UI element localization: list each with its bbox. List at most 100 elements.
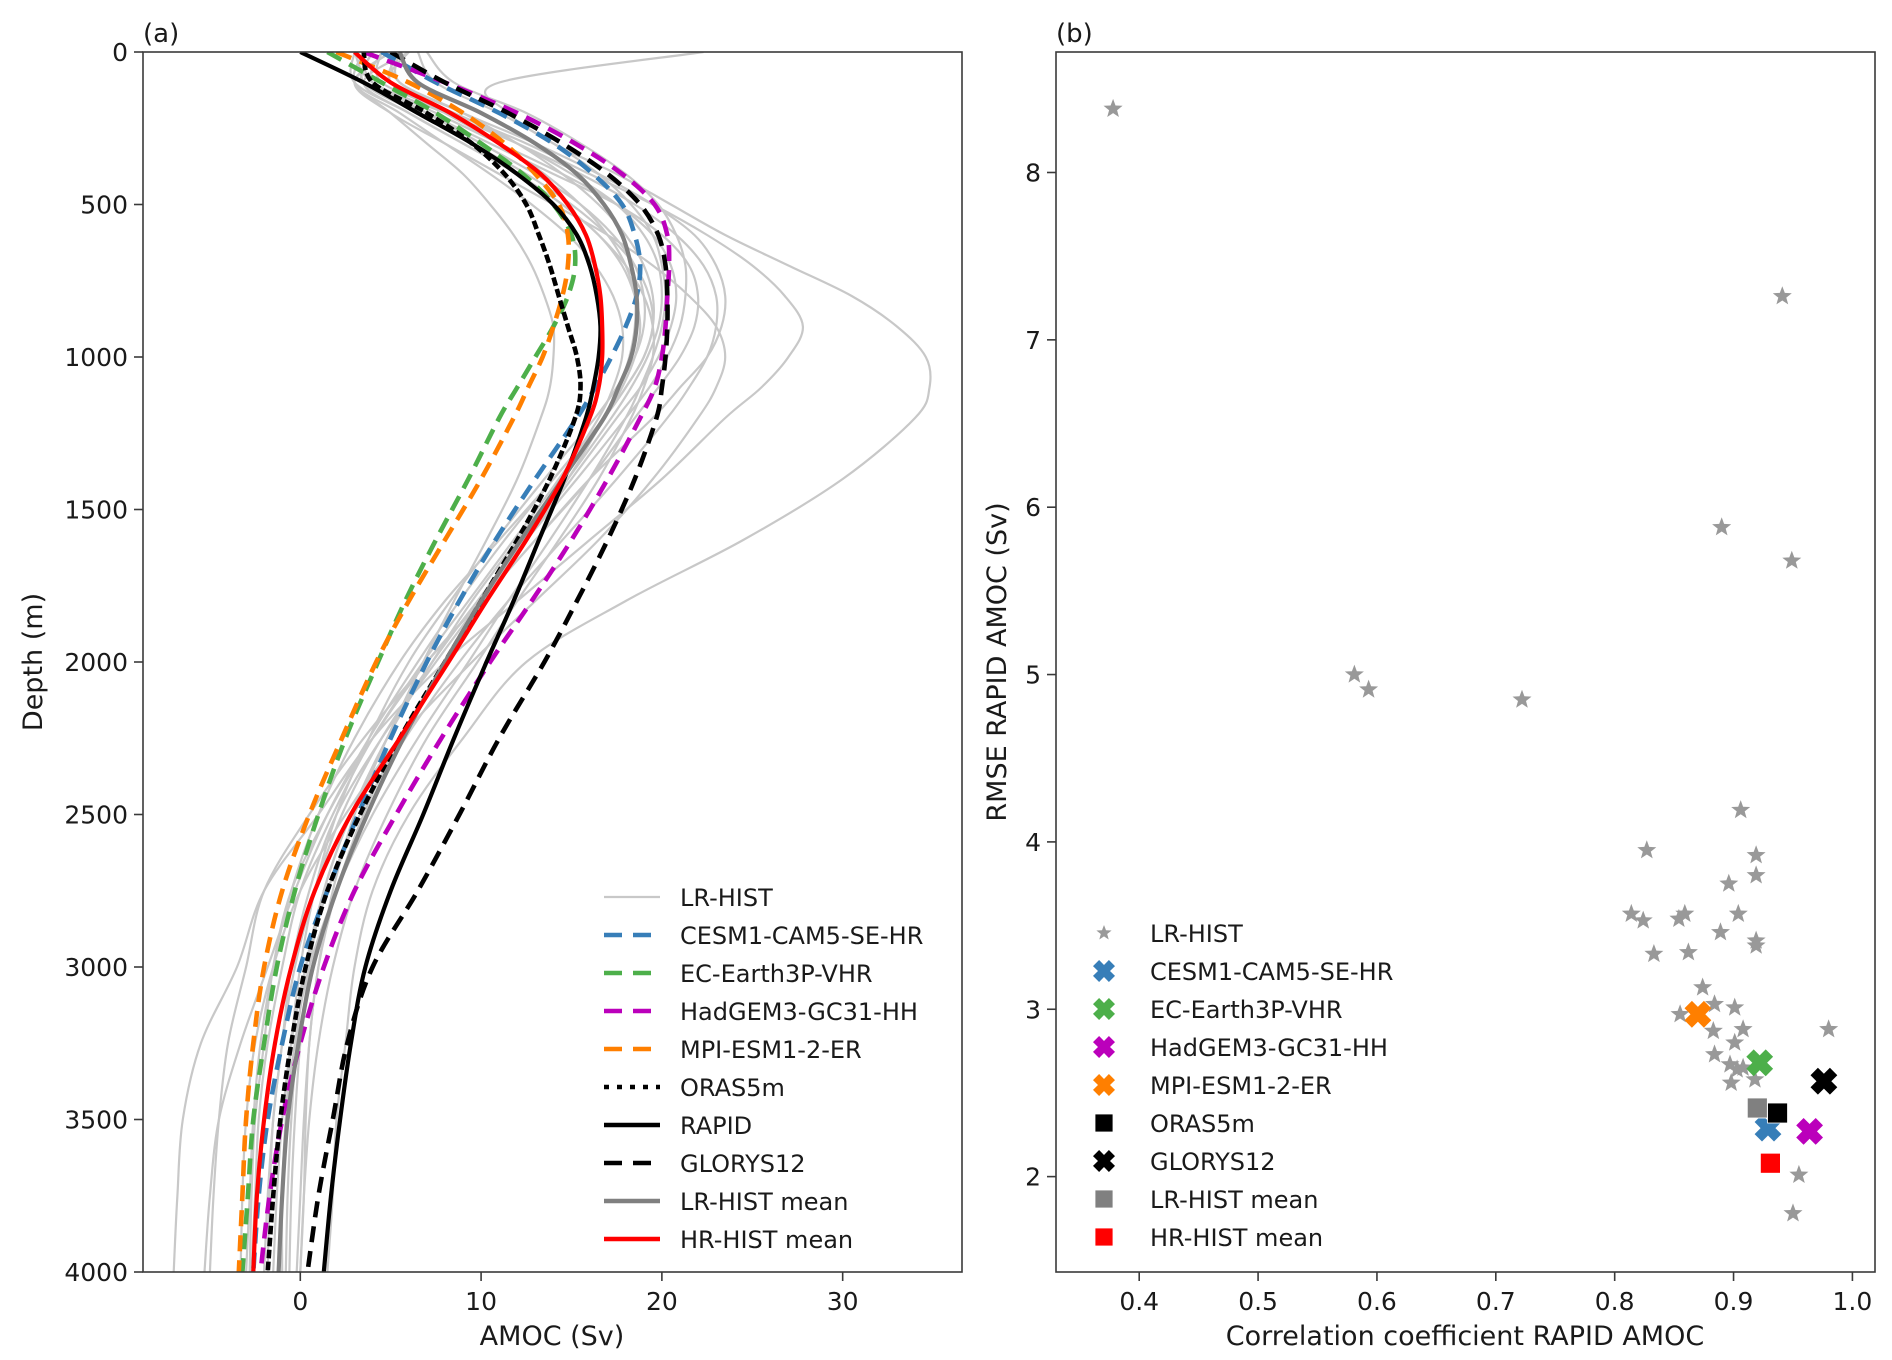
legend-marker-swatch — [1094, 1113, 1114, 1133]
y-tick-label: 4 — [1025, 828, 1041, 857]
y-tick-label: 8 — [1025, 158, 1041, 187]
point-lr-hist — [1731, 800, 1751, 819]
legend-item-mpi-esm1-2-er: MPI-ESM1-2-ER — [1093, 1072, 1332, 1100]
legend-item-lr-hist-mean: LR-HIST mean — [1094, 1186, 1318, 1214]
legend-item-oras5m: ORAS5m — [1094, 1110, 1255, 1138]
point-lr-hist — [1721, 1072, 1741, 1091]
y-tick-label: 2500 — [64, 801, 128, 830]
legend-item-rapid: RAPID — [604, 1112, 752, 1140]
model-series-lines — [236, 52, 672, 1272]
legend-label: EC-Earth3P-VHR — [1150, 996, 1343, 1024]
point-lr-hist — [1670, 1004, 1690, 1023]
y-tick-label: 2 — [1025, 1163, 1041, 1192]
y-tick-label: 2000 — [64, 648, 128, 677]
x-tick-label: 0.7 — [1476, 1287, 1516, 1316]
point-lr-hist — [1745, 1069, 1765, 1088]
y-tick-label: 1000 — [64, 343, 128, 372]
point-lr-hist — [1733, 1019, 1753, 1038]
x-tick-label: 0.6 — [1357, 1287, 1397, 1316]
y-tick-label: 3 — [1025, 995, 1041, 1024]
point-lr-hist — [1746, 845, 1766, 864]
point-lr-hist — [1720, 1054, 1740, 1073]
point-mpi-esm1-2-er — [1684, 1000, 1712, 1028]
panel-a-x-axis-label: AMOC (Sv) — [480, 1321, 625, 1352]
point-lr-hist — [1103, 98, 1123, 117]
panel-a-label: (a) — [143, 19, 179, 49]
point-lr-hist — [1621, 903, 1641, 922]
panel-a-x-ticks: 0 10 20 30 — [292, 1272, 859, 1316]
legend-item-ec-earth3p-vhr: EC-Earth3P-VHR — [604, 960, 873, 988]
panel-a-amoc-profiles: (a) 0 10 20 30 0 500 1000 1500 2000 2500 3000 3500… — [18, 19, 963, 1352]
legend-item-lr-hist: LR-HIST — [1096, 920, 1243, 948]
point-lr-hist — [1644, 944, 1664, 963]
point-lr-hist-mean — [1746, 1097, 1768, 1119]
y-tick-label: 7 — [1025, 326, 1041, 355]
panel-b-x-ticks: 0.4 0.5 0.6 0.7 0.8 0.9 1.0 — [1119, 1272, 1872, 1316]
lr-hist-member-line — [299, 52, 656, 1272]
legend-label: HadGEM3-GC31-HH — [1150, 1034, 1388, 1062]
point-lr-hist — [1703, 1021, 1723, 1040]
legend-marker-swatch — [1096, 925, 1112, 940]
legend-label: CESM1-CAM5-SE-HR — [1150, 958, 1393, 986]
point-lr-hist — [1725, 1032, 1745, 1051]
y-tick-label: 4000 — [64, 1258, 128, 1287]
x-tick-label: 0 — [292, 1287, 308, 1316]
legend-item-glorys12: GLORYS12 — [1093, 1148, 1276, 1176]
point-lr-hist — [1678, 942, 1698, 961]
legend-item-hr-hist-mean: HR-HIST mean — [604, 1226, 853, 1254]
legend-marker-swatch — [1093, 998, 1115, 1020]
series-line-oras5m — [265, 52, 583, 1272]
legend-marker-swatch — [1093, 1150, 1115, 1172]
y-tick-label: 6 — [1025, 493, 1041, 522]
legend-marker-swatch — [1093, 1074, 1115, 1096]
series-line-ec-earth3p-vhr — [240, 52, 578, 1272]
point-lr-hist — [1693, 977, 1713, 996]
panel-b-y-axis-label: RMSE RAPID AMOC (Sv) — [982, 502, 1013, 821]
legend-item-hadgem3-gc31-hh: HadGEM3-GC31-HH — [1093, 1034, 1388, 1062]
point-lr-hist — [1705, 994, 1724, 1013]
panel-b-legend: LR-HIST CESM1-CAM5-SE-HR EC-Earth3P-VHR Had… — [1093, 920, 1393, 1252]
legend-marker-swatch — [1093, 960, 1115, 982]
point-lr-hist — [1819, 1019, 1839, 1038]
legend-label: HR-HIST mean — [1150, 1224, 1323, 1252]
y-tick-label: 500 — [80, 191, 128, 220]
legend-item-oras5m: ORAS5m — [604, 1074, 785, 1102]
point-lr-hist — [1512, 689, 1532, 708]
point-ec-earth3p-vhr — [1746, 1049, 1774, 1077]
legend-label: GLORYS12 — [1150, 1148, 1276, 1176]
panel-b-x-axis-label: Correlation coefficient RAPID AMOC — [1226, 1321, 1704, 1352]
point-lr-hist — [1725, 997, 1745, 1016]
x-tick-label: 0.8 — [1595, 1287, 1635, 1316]
series-line-mpi-esm1-2-er — [236, 52, 572, 1272]
legend-item-lr-hist: LR-HIST — [604, 884, 773, 912]
legend-label: LR-HIST mean — [1150, 1186, 1318, 1214]
scatter-points — [1103, 98, 1839, 1222]
panel-b-label: (b) — [1056, 19, 1093, 49]
legend-item-hr-hist-mean: HR-HIST mean — [1094, 1224, 1323, 1252]
legend-label: MPI-ESM1-2-ER — [680, 1036, 862, 1064]
legend-label: LR-HIST mean — [680, 1188, 848, 1216]
y-tick-label: 5 — [1025, 661, 1041, 690]
y-tick-label: 1500 — [64, 496, 128, 525]
point-lr-hist — [1789, 1164, 1809, 1183]
point-lr-hist — [1728, 903, 1748, 922]
legend-label: LR-HIST — [680, 884, 773, 912]
point-lr-hist — [1633, 910, 1653, 929]
lr-hist-member-line — [263, 52, 688, 1272]
legend-item-mpi-esm1-2-er: MPI-ESM1-2-ER — [604, 1036, 862, 1064]
point-lr-hist — [1711, 922, 1730, 941]
panel-a-y-ticks: 0 500 1000 1500 2000 2500 3000 3500 4000 — [64, 38, 143, 1287]
point-lr-hist — [1772, 286, 1792, 305]
point-lr-hist — [1712, 517, 1732, 536]
legend-marker-swatch — [1094, 1227, 1114, 1247]
point-lr-hist — [1719, 873, 1739, 892]
point-lr-hist — [1782, 550, 1802, 569]
point-lr-hist — [1746, 865, 1766, 884]
lr-hist-member-line — [172, 52, 805, 1272]
panel-a-legend: LR-HIST CESM1-CAM5-SE-HR EC-Earth3P-VHR Had… — [604, 884, 923, 1254]
legend-item-hadgem3-gc31-hh: HadGEM3-GC31-HH — [604, 998, 918, 1026]
legend-label: GLORYS12 — [680, 1150, 806, 1178]
x-tick-label: 20 — [646, 1287, 678, 1316]
legend-item-cesm1-cam5-se-hr: CESM1-CAM5-SE-HR — [604, 922, 923, 950]
